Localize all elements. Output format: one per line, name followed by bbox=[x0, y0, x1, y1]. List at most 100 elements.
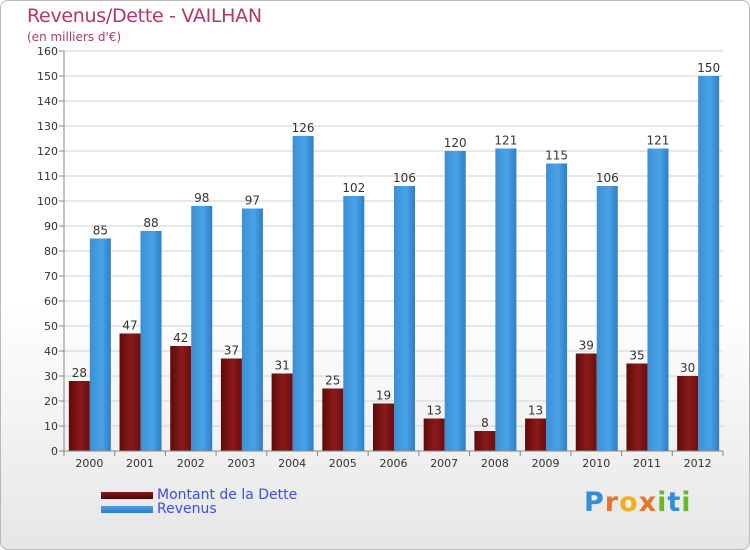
data-label-debt: 37 bbox=[224, 344, 239, 358]
y-axis: 0 10 20 30 40 50 60 70 80 90 100 110 120 130 140 150 160 bbox=[37, 45, 65, 458]
y-tick-label: 70 bbox=[44, 270, 58, 283]
y-tick-label: 10 bbox=[44, 420, 58, 433]
bar-revenue bbox=[140, 231, 162, 451]
x-axis: 2000 2001 2002 2003 2004 2005 2006 2007 2008 2009… bbox=[63, 450, 724, 470]
legend-swatch-debt bbox=[101, 491, 153, 499]
logo-letter: P bbox=[584, 487, 605, 518]
data-label-revenue: 85 bbox=[93, 224, 108, 238]
x-tick-label: 2006 bbox=[380, 457, 408, 470]
logo-letter: o bbox=[619, 487, 639, 518]
y-tick-label: 160 bbox=[37, 45, 58, 58]
data-label-debt: 47 bbox=[122, 319, 137, 333]
x-tick-label: 2008 bbox=[481, 457, 509, 470]
data-label-debt: 25 bbox=[325, 374, 340, 388]
bar-series: 28 85 47 88 42 98 37 97 31 126 25 102 19 106 13 120 8 121… bbox=[68, 61, 720, 451]
bar-revenue bbox=[191, 206, 213, 451]
y-tick-label: 130 bbox=[37, 120, 58, 133]
bar-revenue bbox=[596, 186, 618, 451]
bar-debt bbox=[271, 373, 293, 451]
bar-revenue bbox=[444, 151, 466, 451]
data-label-debt: 13 bbox=[528, 404, 543, 418]
bar-revenue bbox=[292, 136, 314, 451]
bar-revenue bbox=[495, 148, 517, 451]
bar-debt bbox=[575, 353, 597, 451]
logo-letter: r bbox=[604, 487, 620, 518]
data-label-revenue: 150 bbox=[697, 61, 720, 75]
data-label-debt: 13 bbox=[427, 404, 442, 418]
bar-revenue bbox=[394, 186, 415, 451]
logo-letter: i bbox=[681, 487, 692, 518]
bar-revenue bbox=[698, 76, 720, 451]
x-tick-label: 2002 bbox=[177, 457, 205, 470]
data-label-revenue: 121 bbox=[647, 134, 670, 148]
logo-letter: x bbox=[638, 487, 658, 518]
bar-revenue bbox=[647, 148, 669, 451]
y-tick-label: 100 bbox=[37, 195, 58, 208]
y-tick-label: 140 bbox=[37, 95, 58, 108]
bar-revenue bbox=[241, 208, 263, 451]
bar-debt bbox=[373, 403, 394, 451]
bar-debt bbox=[474, 431, 496, 451]
bar-debt bbox=[119, 333, 141, 451]
y-tick-label: 150 bbox=[37, 70, 58, 83]
bar-debt bbox=[677, 376, 699, 451]
data-label-revenue: 121 bbox=[494, 134, 517, 148]
data-label-debt: 19 bbox=[376, 389, 391, 403]
x-tick-label: 2009 bbox=[532, 457, 560, 470]
data-label-revenue: 106 bbox=[596, 171, 619, 185]
grid-lines bbox=[64, 50, 723, 452]
bar-debt bbox=[170, 346, 192, 451]
legend-item-revenue: Revenus bbox=[101, 501, 217, 517]
bar-debt bbox=[626, 363, 648, 451]
y-tick-label: 40 bbox=[44, 345, 58, 358]
x-tick-label: 2005 bbox=[329, 457, 357, 470]
data-label-debt: 39 bbox=[579, 339, 594, 353]
data-label-revenue: 115 bbox=[545, 149, 568, 163]
bar-debt bbox=[220, 358, 242, 451]
x-tick-label: 2001 bbox=[126, 457, 154, 470]
data-label-revenue: 102 bbox=[342, 181, 365, 195]
chart-subtitle: (en milliers d'€) bbox=[27, 30, 122, 44]
y-tick-label: 50 bbox=[44, 320, 58, 333]
x-tick-label: 2011 bbox=[633, 457, 661, 470]
x-tick-label: 2003 bbox=[227, 457, 255, 470]
y-tick-label: 120 bbox=[37, 145, 58, 158]
x-tick-label: 2012 bbox=[684, 457, 712, 470]
y-tick-label: 90 bbox=[44, 220, 58, 233]
logo-letter: t bbox=[667, 487, 682, 518]
data-label-revenue: 106 bbox=[393, 171, 416, 185]
bar-revenue bbox=[89, 238, 111, 451]
bar-debt bbox=[322, 388, 344, 451]
y-tick-label: 30 bbox=[44, 370, 58, 383]
data-label-debt: 30 bbox=[680, 361, 695, 375]
bar-debt bbox=[423, 418, 445, 451]
bar-debt bbox=[525, 418, 547, 451]
data-label-debt: 35 bbox=[629, 349, 644, 363]
legend-label-revenue: Revenus bbox=[157, 501, 217, 517]
legend-swatch-revenue bbox=[101, 505, 153, 513]
data-label-debt: 8 bbox=[481, 416, 489, 430]
data-label-debt: 28 bbox=[72, 366, 87, 380]
data-label-revenue: 120 bbox=[444, 136, 467, 150]
data-label-revenue: 97 bbox=[245, 194, 260, 208]
y-tick-label: 20 bbox=[44, 395, 58, 408]
data-label-debt: 31 bbox=[274, 359, 289, 373]
legend-label-debt: Montant de la Dette bbox=[157, 487, 298, 503]
bar-debt bbox=[68, 381, 90, 451]
x-tick-label: 2007 bbox=[430, 457, 458, 470]
data-label-debt: 42 bbox=[173, 331, 188, 345]
x-tick-label: 2010 bbox=[582, 457, 610, 470]
bar-revenue bbox=[546, 163, 568, 451]
y-tick-label: 110 bbox=[37, 170, 58, 183]
data-label-revenue: 98 bbox=[194, 191, 209, 205]
x-tick-label: 2004 bbox=[278, 457, 306, 470]
y-tick-label: 60 bbox=[44, 295, 58, 308]
data-label-revenue: 88 bbox=[143, 216, 158, 230]
y-tick-label: 80 bbox=[44, 245, 58, 258]
y-tick-label: 0 bbox=[51, 445, 58, 458]
bar-revenue bbox=[343, 196, 365, 451]
logo-letter: i bbox=[657, 487, 668, 518]
data-label-revenue: 126 bbox=[292, 121, 315, 135]
